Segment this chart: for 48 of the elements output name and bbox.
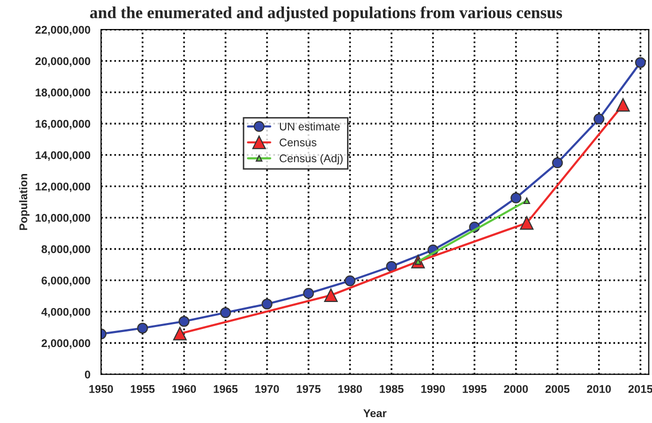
point: [635, 57, 646, 68]
point: [552, 157, 563, 168]
point: [386, 260, 397, 272]
point: [523, 197, 530, 204]
y-axis-title: Population: [19, 174, 30, 230]
y-tick-label: 18,000,000: [36, 88, 90, 98]
legend-label: Census (Adj): [280, 154, 343, 164]
chart-title: and the enumerated and adjusted populations from various census: [90, 6, 562, 22]
y-tick-label: 22,000,000: [35, 26, 90, 36]
y-tick-label: 10,000,000: [36, 214, 90, 224]
point: [178, 316, 190, 327]
point: [324, 288, 338, 302]
x-tick-label: 1975: [296, 385, 321, 393]
x-tick-label: 2000: [504, 385, 528, 393]
legend-label: UN estimate: [280, 122, 340, 130]
x-tick-label: 1980: [338, 385, 362, 393]
point: [262, 298, 272, 310]
point: [303, 288, 314, 299]
legend-label: Census: [280, 138, 316, 146]
point: [137, 322, 148, 334]
y-tick-label: 12,000,000: [36, 182, 90, 192]
x-tick-label: 1990: [421, 385, 445, 393]
point: [220, 307, 231, 318]
point: [173, 326, 187, 340]
x-tick-label: 2010: [586, 385, 611, 393]
y-tick-label: 0: [84, 370, 90, 378]
x-tick-label: 1955: [130, 385, 155, 393]
point: [344, 275, 356, 286]
y-tick-label: 14,000,000: [36, 151, 90, 161]
point: [510, 192, 522, 204]
y-tick-label: 16,000,000: [36, 120, 90, 130]
point: [616, 98, 630, 112]
x-axis-title: Year: [363, 409, 386, 418]
x-tick-label: 1965: [214, 385, 238, 393]
x-tick-label: 1995: [462, 385, 487, 393]
x-tick-label: 2015: [628, 385, 652, 393]
x-tick-label: 1985: [380, 385, 404, 393]
y-tick-label: 2,000,000: [42, 339, 90, 349]
x-tick-label: 1950: [89, 385, 113, 393]
point: [520, 216, 534, 230]
y-tick-label: 6,000,000: [42, 276, 90, 286]
y-tick-label: 20,000,000: [35, 57, 90, 67]
y-tick-label: 4,000,000: [41, 308, 90, 318]
x-tick-label: 1960: [172, 385, 196, 393]
x-tick-label: 2005: [545, 385, 570, 393]
x-tick-label: 1970: [255, 385, 279, 393]
point: [594, 114, 604, 124]
y-tick-label: 8,000,000: [42, 245, 90, 255]
